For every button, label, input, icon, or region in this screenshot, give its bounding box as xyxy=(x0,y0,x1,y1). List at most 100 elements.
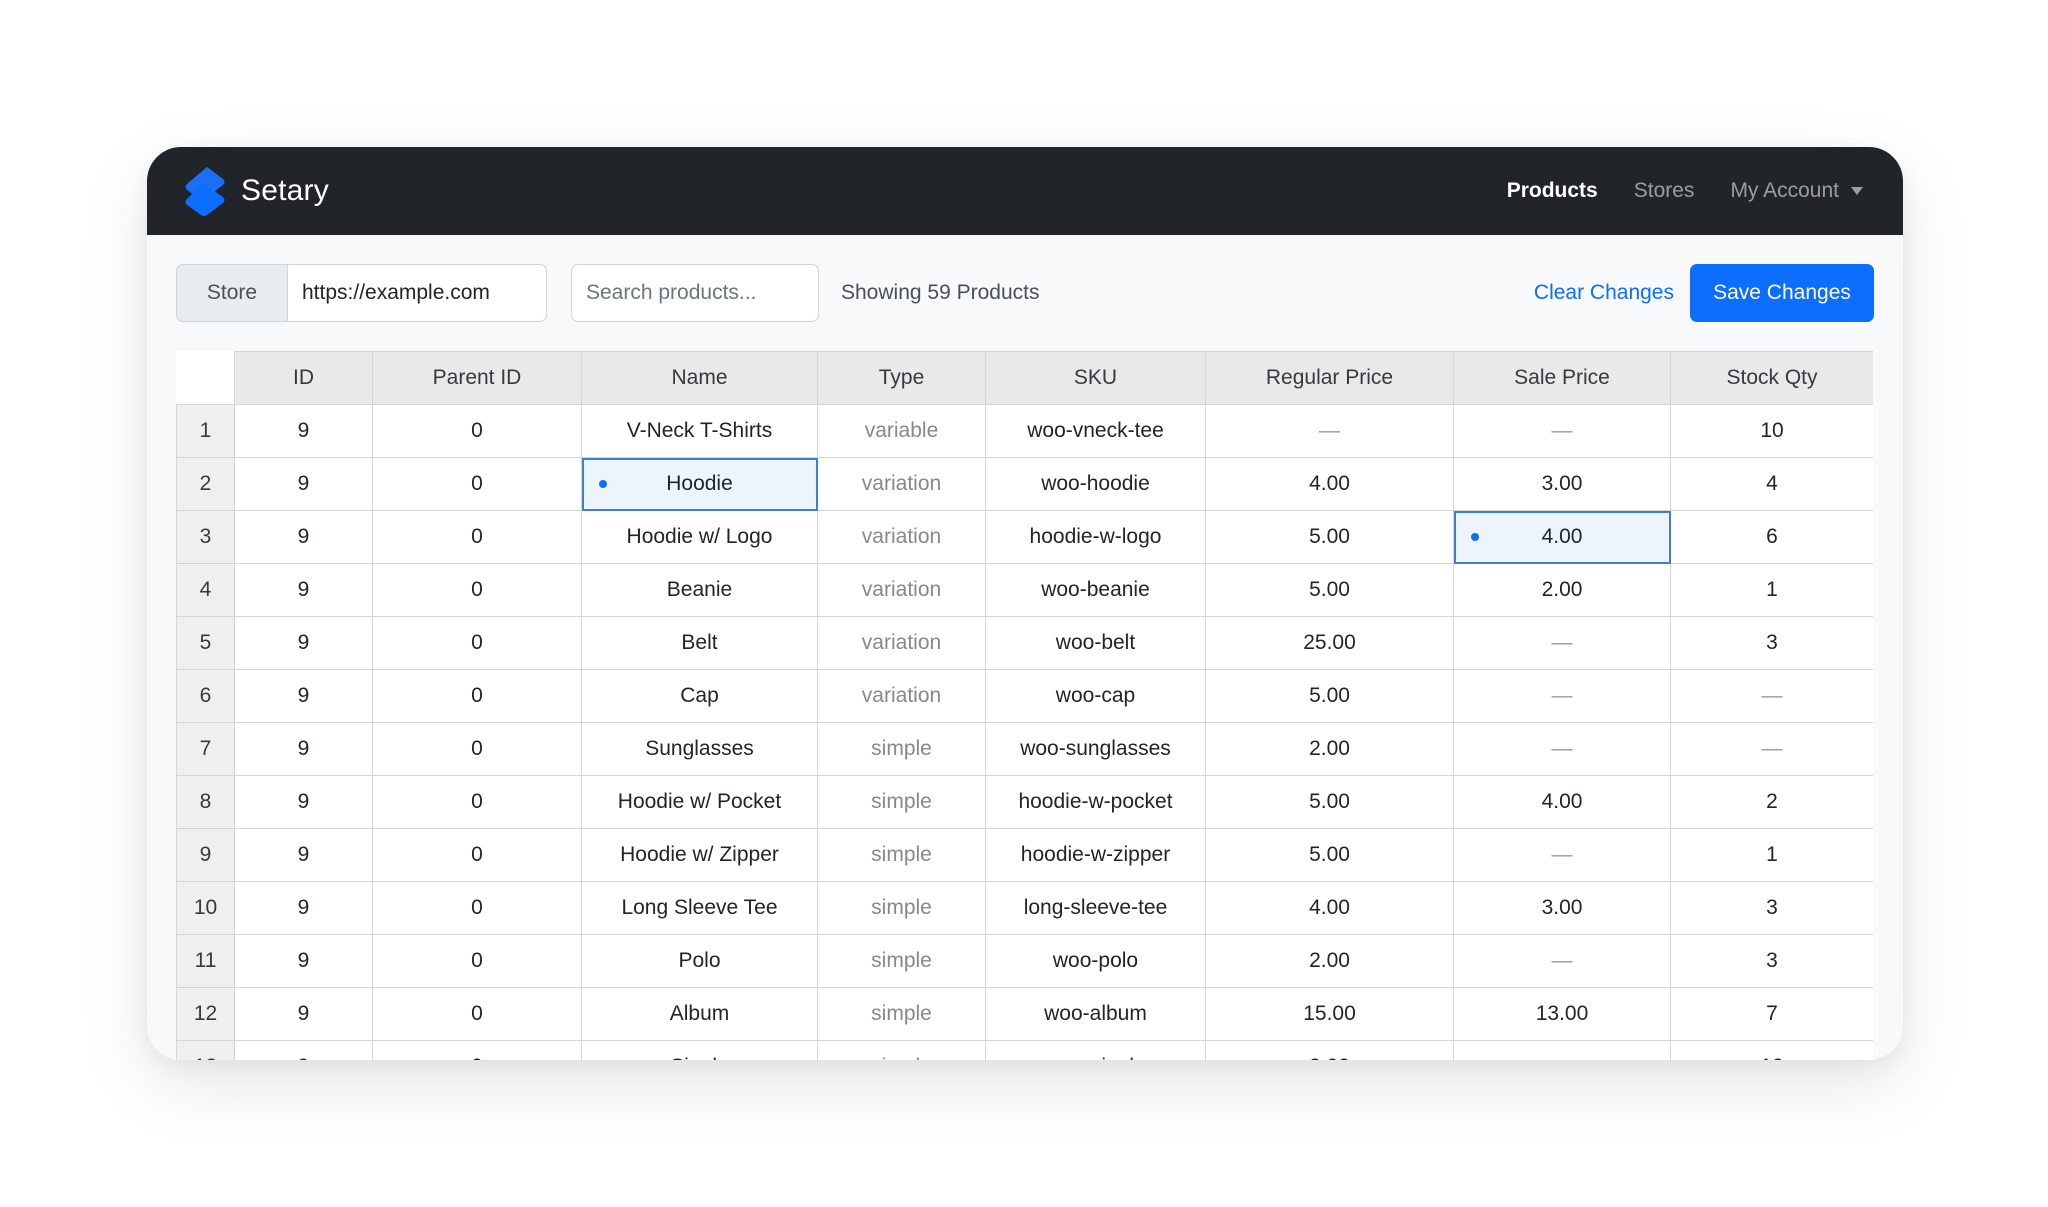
brand[interactable]: Setary xyxy=(183,163,329,219)
cell-regular-price[interactable]: 4.00 xyxy=(1205,881,1454,935)
cell-type[interactable]: simple xyxy=(817,775,986,829)
cell-sale-price[interactable]: 4.00 xyxy=(1453,510,1671,564)
cell-sale-price[interactable]: — xyxy=(1453,404,1671,458)
cell-type[interactable]: simple xyxy=(817,881,986,935)
cell-sku[interactable]: woo-beanie xyxy=(985,563,1206,617)
cell-sale-price[interactable]: — xyxy=(1453,722,1671,776)
cell-name[interactable]: Cap xyxy=(581,669,818,723)
cell-type[interactable]: simple xyxy=(817,1040,986,1060)
cell-stock-qty[interactable]: 10 xyxy=(1670,1040,1873,1060)
cell-id[interactable]: 9 xyxy=(234,881,373,935)
cell-sku[interactable]: hoodie-w-zipper xyxy=(985,828,1206,882)
column-header[interactable]: Type xyxy=(817,351,986,405)
column-header[interactable]: Sale Price xyxy=(1453,351,1671,405)
cell-name[interactable]: Long Sleeve Tee xyxy=(581,881,818,935)
cell-parent-id[interactable]: 0 xyxy=(372,1040,582,1060)
cell-name[interactable]: Polo xyxy=(581,934,818,988)
cell-sku[interactable]: woo-album xyxy=(985,987,1206,1041)
cell-parent-id[interactable]: 0 xyxy=(372,881,582,935)
cell-id[interactable]: 9 xyxy=(234,563,373,617)
nav-my-account[interactable]: My Account xyxy=(1730,179,1863,203)
cell-id[interactable]: 9 xyxy=(234,1040,373,1060)
column-header[interactable]: SKU xyxy=(985,351,1206,405)
cell-regular-price[interactable]: 15.00 xyxy=(1205,987,1454,1041)
cell-stock-qty[interactable]: 3 xyxy=(1670,934,1873,988)
cell-id[interactable]: 9 xyxy=(234,987,373,1041)
cell-parent-id[interactable]: 0 xyxy=(372,775,582,829)
cell-sku[interactable]: woo-cap xyxy=(985,669,1206,723)
cell-parent-id[interactable]: 0 xyxy=(372,616,582,670)
cell-parent-id[interactable]: 0 xyxy=(372,987,582,1041)
cell-name[interactable]: V-Neck T-Shirts xyxy=(581,404,818,458)
cell-sale-price[interactable]: — xyxy=(1453,616,1671,670)
cell-stock-qty[interactable]: 3 xyxy=(1670,881,1873,935)
cell-type[interactable]: variation xyxy=(817,616,986,670)
cell-regular-price[interactable]: 4.00 xyxy=(1205,457,1454,511)
cell-sku[interactable]: woo-vneck-tee xyxy=(985,404,1206,458)
cell-sku[interactable]: woo-polo xyxy=(985,934,1206,988)
cell-parent-id[interactable]: 0 xyxy=(372,404,582,458)
cell-regular-price[interactable]: 25.00 xyxy=(1205,616,1454,670)
cell-type[interactable]: simple xyxy=(817,828,986,882)
cell-id[interactable]: 9 xyxy=(234,404,373,458)
cell-sale-price[interactable]: 3.00 xyxy=(1453,881,1671,935)
cell-sku[interactable]: woo-single xyxy=(985,1040,1206,1060)
cell-id[interactable]: 9 xyxy=(234,510,373,564)
cell-stock-qty[interactable]: — xyxy=(1670,669,1873,723)
cell-id[interactable]: 9 xyxy=(234,828,373,882)
cell-name[interactable]: Hoodie w/ Zipper xyxy=(581,828,818,882)
cell-sale-price[interactable]: 3.00 xyxy=(1453,457,1671,511)
cell-parent-id[interactable]: 0 xyxy=(372,457,582,511)
cell-id[interactable]: 9 xyxy=(234,616,373,670)
column-header[interactable]: Parent ID xyxy=(372,351,582,405)
cell-type[interactable]: variation xyxy=(817,510,986,564)
cell-sale-price[interactable]: — xyxy=(1453,828,1671,882)
cell-regular-price[interactable]: 5.00 xyxy=(1205,669,1454,723)
column-header[interactable]: Stock Qty xyxy=(1670,351,1873,405)
cell-regular-price[interactable]: 5.00 xyxy=(1205,775,1454,829)
nav-products[interactable]: Products xyxy=(1506,179,1598,202)
cell-type[interactable]: variation xyxy=(817,457,986,511)
cell-regular-price[interactable]: — xyxy=(1205,404,1454,458)
cell-regular-price[interactable]: 3.00 xyxy=(1205,1040,1454,1060)
cell-stock-qty[interactable]: 3 xyxy=(1670,616,1873,670)
cell-regular-price[interactable]: 2.00 xyxy=(1205,722,1454,776)
cell-name[interactable]: Belt xyxy=(581,616,818,670)
cell-name[interactable]: Hoodie w/ Pocket xyxy=(581,775,818,829)
cell-name[interactable]: Hoodie w/ Logo xyxy=(581,510,818,564)
cell-name[interactable]: Single xyxy=(581,1040,818,1060)
nav-stores[interactable]: Stores xyxy=(1633,179,1695,202)
cell-stock-qty[interactable]: 6 xyxy=(1670,510,1873,564)
save-changes-button[interactable]: Save Changes xyxy=(1690,264,1874,322)
cell-name[interactable]: Album xyxy=(581,987,818,1041)
cell-stock-qty[interactable]: 10 xyxy=(1670,404,1873,458)
cell-sale-price[interactable]: 4.00 xyxy=(1453,775,1671,829)
cell-sale-price[interactable]: — xyxy=(1453,934,1671,988)
cell-parent-id[interactable]: 0 xyxy=(372,510,582,564)
cell-sale-price[interactable]: 13.00 xyxy=(1453,987,1671,1041)
cell-id[interactable]: 9 xyxy=(234,457,373,511)
cell-sku[interactable]: woo-belt xyxy=(985,616,1206,670)
cell-type[interactable]: variation xyxy=(817,563,986,617)
cell-name[interactable]: Sunglasses xyxy=(581,722,818,776)
cell-type[interactable]: simple xyxy=(817,722,986,776)
cell-parent-id[interactable]: 0 xyxy=(372,828,582,882)
cell-stock-qty[interactable]: 1 xyxy=(1670,828,1873,882)
cell-sku[interactable]: long-sleeve-tee xyxy=(985,881,1206,935)
cell-type[interactable]: simple xyxy=(817,987,986,1041)
cell-regular-price[interactable]: 5.00 xyxy=(1205,510,1454,564)
cell-regular-price[interactable]: 2.00 xyxy=(1205,934,1454,988)
cell-sku[interactable]: hoodie-w-logo xyxy=(985,510,1206,564)
cell-regular-price[interactable]: 5.00 xyxy=(1205,563,1454,617)
cell-stock-qty[interactable]: 1 xyxy=(1670,563,1873,617)
cell-stock-qty[interactable]: — xyxy=(1670,722,1873,776)
cell-sku[interactable]: woo-sunglasses xyxy=(985,722,1206,776)
cell-stock-qty[interactable]: 7 xyxy=(1670,987,1873,1041)
cell-sale-price[interactable] xyxy=(1453,1040,1671,1060)
cell-parent-id[interactable]: 0 xyxy=(372,722,582,776)
cell-sale-price[interactable]: — xyxy=(1453,669,1671,723)
clear-changes-button[interactable]: Clear Changes xyxy=(1533,281,1674,304)
cell-sku[interactable]: hoodie-w-pocket xyxy=(985,775,1206,829)
store-url-input[interactable] xyxy=(287,264,547,322)
cell-id[interactable]: 9 xyxy=(234,934,373,988)
